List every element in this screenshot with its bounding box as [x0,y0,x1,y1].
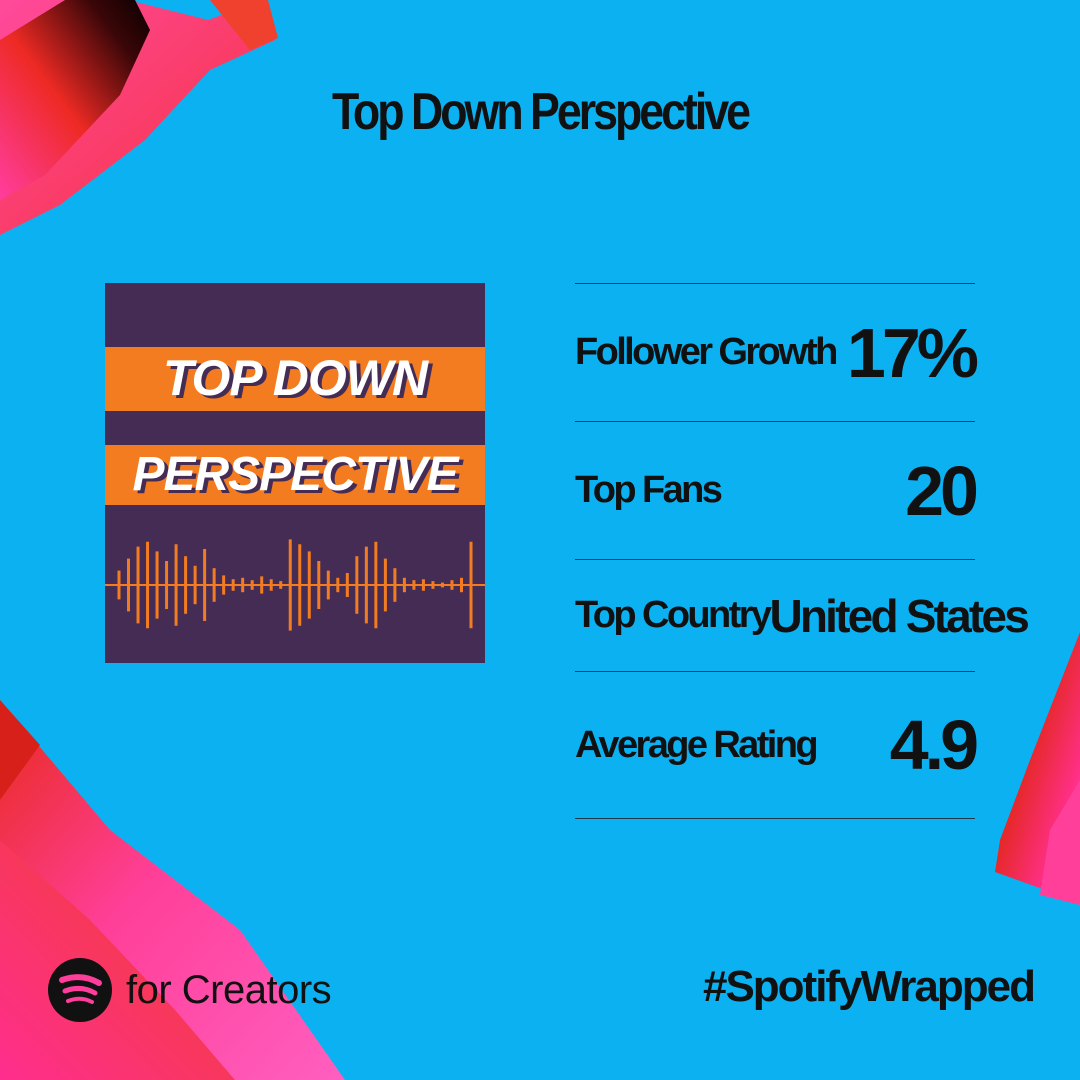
stat-value: United States [769,589,1029,642]
stat-label: Follower Growth [575,331,838,373]
stat-label: Top Fans [575,469,723,511]
spotify-for-creators-brand: for Creators [48,958,332,1022]
stat-row-top-fans: Top Fans 20 [575,421,979,559]
spotify-logo-icon [48,958,112,1022]
stat-label: Average Rating [575,723,819,766]
stat-value: 17% [846,313,979,392]
stat-row-top-country: Top Country United States [575,559,1030,671]
audio-waveform-icon [105,539,485,631]
cover-band-top [105,347,485,411]
stat-row-follower-growth: Follower Growth 17% [575,283,979,421]
stat-value: 20 [905,451,979,530]
podcast-cover-art: TOP DOWN PERSPECTIVE [105,283,485,663]
stat-value: 4.9 [889,706,979,784]
hashtag: #SpotifyWrapped [702,962,1036,1011]
stats-list: Follower Growth 17% Top Fans 20 Top Coun… [575,283,1030,819]
stat-row-average-rating: Average Rating 4.9 [575,671,979,819]
page-title: Top Down Perspective [331,83,751,141]
stat-label: Top Country [575,594,772,636]
cover-band-bottom [105,445,485,505]
cover-title-line1: TOP DOWN [162,350,428,406]
brand-text: for Creators [126,967,332,1012]
cover-title-line2: PERSPECTIVE [132,448,458,501]
